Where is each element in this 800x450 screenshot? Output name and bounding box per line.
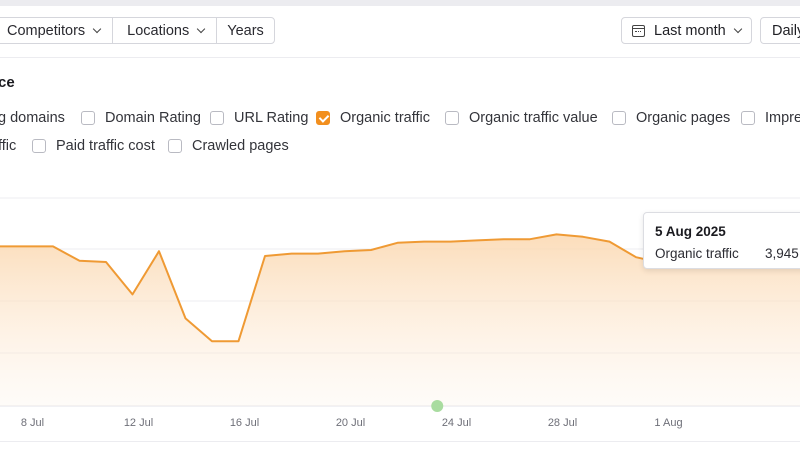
- x-tick-label: 12 Jul: [124, 417, 153, 429]
- metric-crawled-pages[interactable]: Crawled pages: [168, 138, 289, 154]
- calendar-icon: [632, 24, 645, 37]
- metric-domain-rating[interactable]: Domain Rating: [81, 110, 201, 126]
- chart-bottom-divider: [0, 441, 800, 442]
- metric-label: Paid traffic cost: [56, 138, 155, 154]
- x-tick-label: 24 Jul: [442, 417, 471, 429]
- event-markers[interactable]: [431, 400, 444, 412]
- metric-organic-traffic-value[interactable]: Organic traffic value: [445, 110, 598, 126]
- x-tick-label: 1 Aug: [654, 417, 682, 429]
- date-range-dropdown[interactable]: Last month: [621, 17, 752, 44]
- chevron-down-icon: [197, 24, 206, 34]
- metric-label: Crawled pages: [192, 138, 289, 154]
- metric-label: ffic: [0, 138, 17, 154]
- metric-impressions[interactable]: Impre: [741, 110, 800, 126]
- organic-traffic-chart[interactable]: 8 Jul 12 Jul 16 Jul 20 Jul 24 Jul 28 Jul 1 Aug: [0, 170, 800, 450]
- x-tick-label: 16 Jul: [230, 417, 259, 429]
- metric-label: Organic pages: [636, 110, 731, 126]
- years-label: Years: [227, 22, 264, 39]
- metric-paid-traffic-cost[interactable]: Paid traffic cost: [32, 138, 155, 154]
- years-button[interactable]: Years: [217, 18, 274, 43]
- checkbox[interactable]: [168, 139, 182, 153]
- locations-label: Locations: [127, 22, 190, 39]
- date-range-label: Last month: [654, 22, 726, 39]
- filter-button-group: Competitors Locations Years: [0, 17, 275, 44]
- metric-label: Organic traffic: [340, 110, 430, 126]
- tooltip-metric-label: Organic traffic: [655, 246, 739, 261]
- metric-label: Organic traffic value: [469, 110, 598, 126]
- granularity-dropdown[interactable]: Daily: [760, 17, 800, 44]
- organic-traffic-area: [0, 225, 800, 406]
- competitors-dropdown[interactable]: Competitors: [0, 18, 114, 43]
- x-tick-label: 28 Jul: [548, 417, 577, 429]
- tooltip-date: 5 Aug 2025: [655, 224, 726, 239]
- granularity-label: Daily: [772, 22, 800, 39]
- metric-label: g domains: [0, 110, 65, 126]
- metric-referring-domains[interactable]: g domains: [0, 110, 65, 126]
- checkbox[interactable]: [81, 111, 95, 125]
- metric-label: Impre: [765, 110, 800, 126]
- event-marker-dot[interactable]: [431, 400, 444, 412]
- toolbar-divider: [0, 57, 800, 58]
- x-tick-label: 8 Jul: [21, 417, 44, 429]
- metric-label: URL Rating: [234, 110, 309, 126]
- checkbox[interactable]: [741, 111, 755, 125]
- checkbox[interactable]: [445, 111, 459, 125]
- checkbox[interactable]: [32, 139, 46, 153]
- checkbox-checked[interactable]: [316, 111, 330, 125]
- section-title: ce: [0, 74, 15, 91]
- competitors-label: Competitors: [7, 22, 86, 39]
- chevron-down-icon: [92, 24, 102, 34]
- tooltip-metric-value: 3,945: [765, 246, 799, 261]
- checkbox[interactable]: [612, 111, 626, 125]
- metric-organic-traffic[interactable]: Organic traffic: [316, 110, 430, 126]
- locations-dropdown[interactable]: Locations: [113, 18, 218, 43]
- chart-tooltip: 5 Aug 2025 Organic traffic 3,945: [643, 212, 800, 269]
- x-axis-ticks: 8 Jul 12 Jul 16 Jul 20 Jul 24 Jul 28 Jul 1 Aug: [21, 417, 683, 429]
- metric-url-rating[interactable]: URL Rating: [210, 110, 308, 126]
- top-strip: [0, 0, 800, 6]
- x-tick-label: 20 Jul: [336, 417, 365, 429]
- metric-paid-traffic[interactable]: ffic: [0, 138, 16, 154]
- chevron-down-icon: [733, 24, 742, 34]
- metric-organic-pages[interactable]: Organic pages: [612, 110, 730, 126]
- metric-label: Domain Rating: [105, 110, 201, 126]
- checkbox[interactable]: [210, 111, 224, 125]
